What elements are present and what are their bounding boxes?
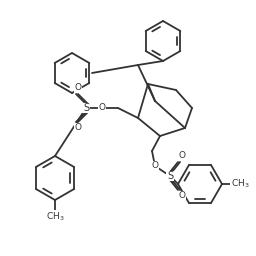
Text: O: O xyxy=(178,191,186,200)
Text: CH$_3$: CH$_3$ xyxy=(46,211,64,223)
Text: CH$_3$: CH$_3$ xyxy=(231,178,249,190)
Text: O: O xyxy=(74,83,81,92)
Text: O: O xyxy=(74,123,81,133)
Text: O: O xyxy=(99,103,105,112)
Text: O: O xyxy=(152,162,158,170)
Text: O: O xyxy=(178,152,186,161)
Text: S: S xyxy=(83,103,89,113)
Text: S: S xyxy=(167,171,173,181)
